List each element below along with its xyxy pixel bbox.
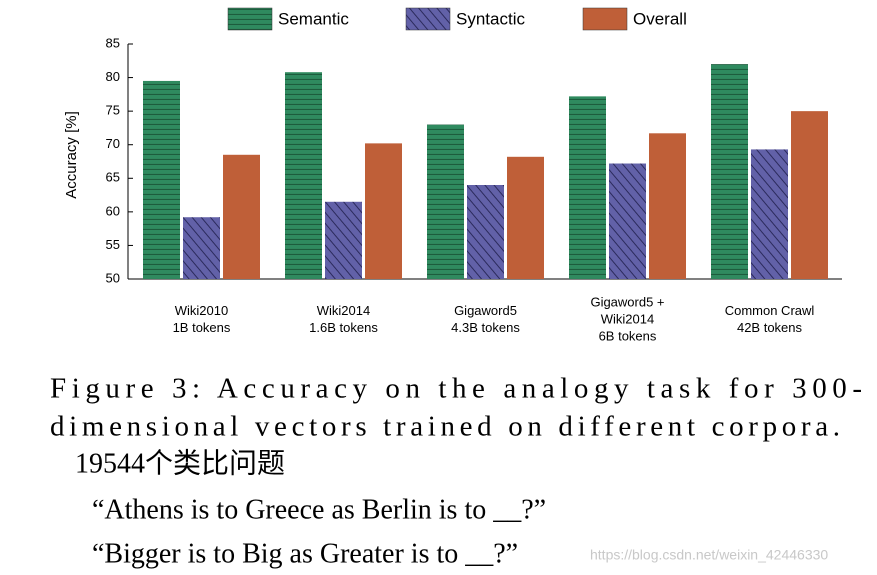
x-tick-label: Wiki2014: [317, 303, 370, 318]
y-tick-label: 65: [106, 170, 120, 185]
bar: [751, 149, 788, 279]
caption-line: dimensional vectors trained on different…: [50, 411, 840, 443]
bar: [711, 64, 748, 280]
x-tick-label: 4.3B tokens: [451, 320, 520, 335]
y-axis-label: Accuracy [%]: [63, 111, 80, 199]
bar: [427, 124, 464, 279]
bar: [649, 133, 686, 279]
y-tick-label: 80: [106, 69, 120, 84]
legend-label: Overall: [633, 9, 687, 28]
x-tick-label: 6B tokens: [599, 328, 657, 343]
legend-swatch: [227, 7, 273, 31]
note: “Athens is to Greece as Berlin is to __?…: [92, 494, 546, 525]
note: “Bigger is to Big as Greater is to __?”: [92, 538, 518, 569]
x-tick-label: Common Crawl: [725, 303, 815, 318]
legend-swatch: [582, 7, 628, 31]
bar: [467, 185, 504, 279]
x-tick-label: 42B tokens: [737, 320, 803, 335]
x-tick-label: Wiki2014: [601, 311, 654, 326]
bar: [365, 143, 402, 279]
bar: [143, 80, 180, 279]
x-tick-label: 1.6B tokens: [309, 320, 378, 335]
caption-line: Figure 3: Accuracy on the analogy task f…: [50, 373, 862, 405]
watermark: https://blog.csdn.net/weixin_42446330: [590, 547, 828, 563]
bar: [609, 163, 646, 279]
bar: [285, 72, 322, 279]
note: 19544个类比问题: [75, 447, 285, 479]
legend-label: Syntactic: [456, 9, 525, 28]
bar: [507, 156, 544, 279]
y-tick-label: 60: [106, 203, 120, 218]
bar: [223, 154, 260, 279]
bar: [791, 111, 828, 280]
y-tick-label: 75: [106, 103, 120, 118]
y-tick-label: 85: [106, 35, 120, 50]
bar: [183, 217, 220, 279]
y-tick-label: 50: [106, 270, 120, 285]
bar: [325, 201, 362, 279]
x-tick-label: 1B tokens: [173, 320, 231, 335]
x-tick-label: Wiki2010: [175, 303, 228, 318]
legend-swatch: [405, 7, 451, 31]
y-tick-label: 70: [106, 136, 120, 151]
bar: [569, 96, 606, 279]
x-tick-label: Gigaword5 +: [590, 294, 664, 309]
legend-label: Semantic: [278, 9, 349, 28]
y-tick-label: 55: [106, 237, 120, 252]
x-tick-label: Gigaword5: [454, 303, 517, 318]
